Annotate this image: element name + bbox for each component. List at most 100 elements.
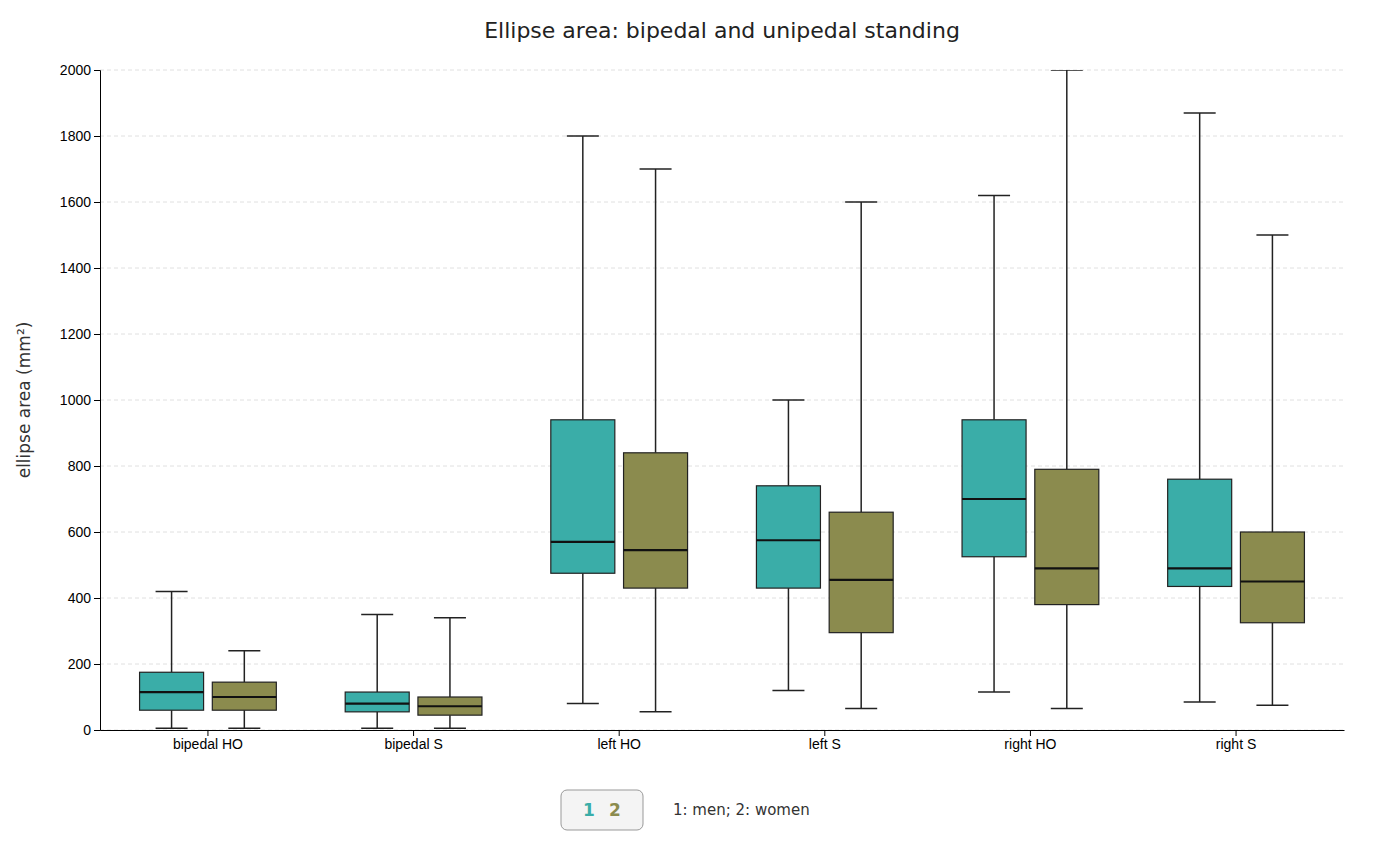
box	[1240, 235, 1304, 705]
legend: 121: men; 2: women	[561, 790, 810, 830]
y-tick-mark	[94, 400, 100, 401]
box	[1035, 70, 1099, 709]
legend-box	[561, 790, 643, 830]
upper-whisker	[993, 195, 995, 419]
lower-cap	[978, 691, 1010, 693]
annotation: 1: men; 2: women	[673, 801, 810, 819]
box	[1168, 113, 1232, 702]
upper-cap	[772, 399, 804, 401]
legend-entry: 1	[583, 800, 595, 820]
lower-whisker	[171, 710, 173, 728]
y-axis: 0200400600800100012001400160018002000	[60, 62, 101, 738]
median-line	[551, 541, 615, 543]
y-tick-mark	[94, 202, 100, 203]
grid	[100, 70, 1344, 730]
y-tick-mark	[94, 136, 100, 137]
lower-whisker	[993, 557, 995, 692]
y-tick-label: 1000	[60, 392, 91, 408]
lower-cap	[361, 728, 393, 730]
y-tick-mark	[94, 70, 100, 71]
y-tick: 1000	[60, 392, 100, 408]
iqr-box	[962, 420, 1026, 557]
iqr-box	[1168, 479, 1232, 586]
grid-line	[100, 268, 1344, 269]
upper-whisker	[449, 618, 451, 697]
x-tick: bipedal HO	[173, 730, 243, 752]
y-axis-title: ellipse area (mm²)	[14, 322, 34, 479]
median-line	[756, 539, 820, 541]
lower-cap	[640, 711, 672, 713]
x-axis: bipedal HO bipedal S left HO left S right HO…	[101, 730, 1345, 752]
grid-line	[100, 136, 1344, 137]
y-tick-mark	[94, 268, 100, 269]
x-tick-label: bipedal S	[384, 736, 442, 752]
upper-cap	[1051, 70, 1083, 71]
upper-cap	[845, 201, 877, 203]
upper-whisker	[582, 136, 584, 420]
grid-line	[100, 730, 1344, 731]
upper-cap	[1184, 112, 1216, 114]
y-tick-label: 1600	[60, 194, 91, 210]
lower-whisker	[449, 715, 451, 728]
grid-line	[100, 400, 1344, 401]
upper-cap	[361, 614, 393, 616]
y-tick: 800	[68, 458, 100, 474]
box	[829, 202, 893, 709]
y-tick: 1600	[60, 194, 100, 210]
chart: 0200400600800100012001400160018002000bip…	[0, 0, 1384, 860]
lower-whisker	[655, 588, 657, 712]
lower-cap	[156, 728, 188, 730]
lower-whisker	[582, 573, 584, 703]
upper-whisker	[171, 591, 173, 672]
x-tick-label: left S	[809, 736, 841, 752]
lower-cap	[1184, 701, 1216, 703]
box	[345, 615, 409, 729]
iqr-box	[829, 512, 893, 632]
median-line	[345, 702, 409, 704]
lower-whisker	[788, 588, 790, 690]
upper-whisker	[860, 202, 862, 512]
x-tick-label: right HO	[1004, 736, 1056, 752]
lower-whisker	[1066, 605, 1068, 709]
y-tick-label: 600	[68, 524, 92, 540]
grid-line	[100, 598, 1344, 599]
x-tick: left S	[809, 730, 841, 752]
title: Ellipse area: bipedal and unipedal stand…	[484, 18, 960, 43]
lower-whisker	[244, 710, 246, 728]
y-tick: 200	[68, 656, 100, 672]
median-line	[624, 549, 688, 551]
median-line	[829, 579, 893, 581]
upper-cap	[228, 650, 260, 652]
x-tick: bipedal S	[384, 730, 442, 752]
upper-cap	[640, 168, 672, 170]
iqr-box	[1240, 532, 1304, 623]
upper-whisker	[376, 615, 378, 693]
upper-whisker	[1066, 70, 1068, 469]
boxes	[140, 70, 1305, 728]
upper-whisker	[1272, 235, 1274, 532]
upper-whisker	[788, 400, 790, 486]
lower-cap	[434, 728, 466, 730]
median-line	[418, 705, 482, 707]
y-tick: 1400	[60, 260, 100, 276]
y-tick-mark	[94, 598, 100, 599]
y-tick-label: 200	[68, 656, 92, 672]
grid-line	[100, 70, 1344, 71]
lower-whisker	[1199, 586, 1201, 702]
median-line	[140, 691, 204, 693]
iqr-box	[345, 692, 409, 712]
lower-cap	[567, 703, 599, 705]
median-line	[1240, 580, 1304, 582]
box	[418, 618, 482, 729]
y-tick-label: 0	[83, 722, 91, 738]
y-tick-mark	[94, 730, 100, 731]
lower-cap	[845, 708, 877, 710]
grid-line	[100, 664, 1344, 665]
y-tick: 400	[68, 590, 100, 606]
box	[962, 195, 1026, 692]
upper-whisker	[1199, 113, 1201, 479]
x-tick-label: right S	[1216, 736, 1256, 752]
x-tick-label: left HO	[597, 736, 641, 752]
series-boxes	[212, 70, 1304, 728]
lower-cap	[772, 690, 804, 692]
